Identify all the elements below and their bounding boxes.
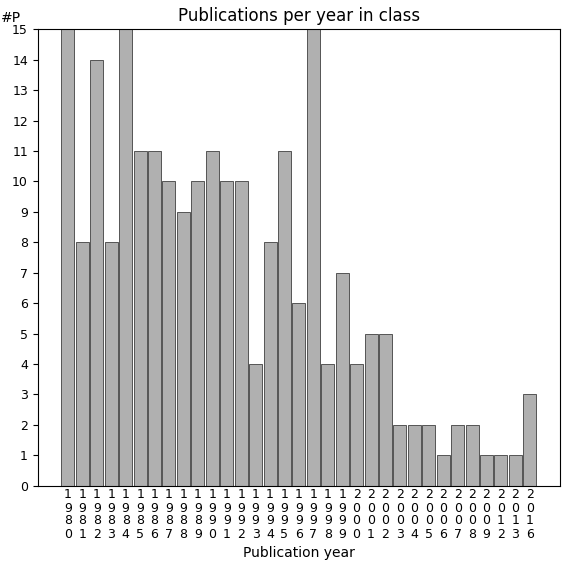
Bar [278, 151, 291, 486]
Bar [293, 303, 306, 486]
Bar [480, 455, 493, 486]
Bar [264, 242, 277, 486]
Bar [191, 181, 204, 486]
Bar [163, 181, 175, 486]
Bar [437, 455, 450, 486]
Bar [494, 455, 507, 486]
X-axis label: Publication year: Publication year [243, 546, 355, 560]
Text: #P: #P [1, 11, 22, 25]
Bar [134, 151, 147, 486]
Bar [249, 364, 262, 486]
Bar [365, 333, 378, 486]
Bar [177, 212, 190, 486]
Bar [509, 455, 522, 486]
Bar [61, 29, 74, 486]
Bar [90, 60, 103, 486]
Bar [379, 333, 392, 486]
Bar [451, 425, 464, 486]
Bar [321, 364, 334, 486]
Bar [206, 151, 219, 486]
Bar [393, 425, 407, 486]
Bar [119, 29, 132, 486]
Bar [523, 395, 536, 486]
Bar [148, 151, 161, 486]
Bar [307, 29, 320, 486]
Bar [220, 181, 233, 486]
Bar [235, 181, 248, 486]
Bar [336, 273, 349, 486]
Bar [422, 425, 435, 486]
Bar [105, 242, 118, 486]
Title: Publications per year in class: Publications per year in class [178, 7, 420, 25]
Bar [466, 425, 479, 486]
Bar [76, 242, 89, 486]
Bar [408, 425, 421, 486]
Bar [350, 364, 363, 486]
